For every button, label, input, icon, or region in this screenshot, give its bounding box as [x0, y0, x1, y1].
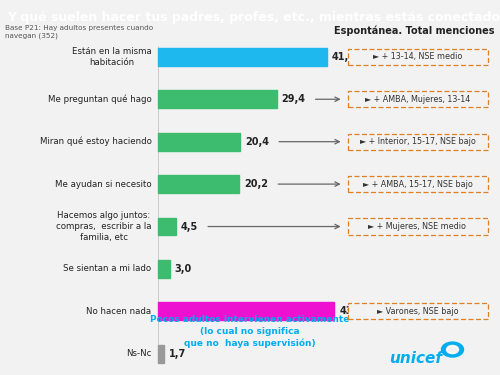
- Bar: [348, 49, 488, 65]
- Text: 4,5: 4,5: [181, 222, 198, 231]
- Bar: [158, 345, 164, 363]
- Text: 43,6: 43,6: [340, 306, 363, 316]
- Text: Pocos adultos intervienen activamente
(lo cual no significa
que no  haya supervi: Pocos adultos intervienen activamente (l…: [150, 315, 350, 348]
- Text: Están en la misma
habitación: Están en la misma habitación: [72, 47, 152, 67]
- Text: 1,7: 1,7: [170, 349, 186, 359]
- Bar: [348, 176, 488, 192]
- Bar: [348, 219, 488, 235]
- Text: Me preguntan qué hago: Me preguntan qué hago: [48, 94, 152, 104]
- Circle shape: [446, 345, 458, 354]
- Bar: [158, 260, 170, 278]
- Text: Hacemos algo juntos:
compras,  escribir a la
familia, etc: Hacemos algo juntos: compras, escribir a…: [56, 211, 152, 242]
- Bar: [348, 303, 488, 320]
- Text: ► + AMBA, Mujeres, 13-14: ► + AMBA, Mujeres, 13-14: [365, 95, 470, 104]
- Text: ► + Mujeres, NSE medio: ► + Mujeres, NSE medio: [368, 222, 466, 231]
- Text: Y qué suelen hacer tus padres, profes, etc., mientras estás conectado?: Y qué suelen hacer tus padres, profes, e…: [8, 11, 500, 24]
- Text: Se sientan a mi lado: Se sientan a mi lado: [64, 264, 152, 273]
- Text: No hacen nada: No hacen nada: [86, 307, 152, 316]
- Text: Espontánea. Total menciones: Espontánea. Total menciones: [334, 25, 495, 36]
- Bar: [158, 217, 176, 236]
- Text: Ns-Nc: Ns-Nc: [126, 349, 152, 358]
- Text: 20,4: 20,4: [245, 136, 269, 147]
- Bar: [348, 134, 488, 150]
- Text: ► Varones, NSE bajo: ► Varones, NSE bajo: [376, 307, 458, 316]
- Bar: [158, 48, 327, 66]
- Text: Me ayudan si necesito: Me ayudan si necesito: [55, 180, 152, 189]
- Text: Miran qué estoy haciendo: Miran qué estoy haciendo: [40, 137, 152, 146]
- Bar: [158, 303, 334, 320]
- Text: Base P21: Hay adultos presentes cuando
navegan (352): Base P21: Hay adultos presentes cuando n…: [5, 25, 153, 39]
- Text: 29,4: 29,4: [282, 94, 306, 104]
- Bar: [158, 133, 240, 151]
- Circle shape: [442, 342, 464, 357]
- Text: unicef: unicef: [390, 351, 442, 366]
- Bar: [158, 90, 276, 108]
- Text: ► + Interior, 15-17, NSE bajo: ► + Interior, 15-17, NSE bajo: [360, 137, 476, 146]
- Text: 41,8: 41,8: [332, 52, 356, 62]
- Text: 3,0: 3,0: [174, 264, 192, 274]
- Text: ► + AMBA, 15-17, NSE bajo: ► + AMBA, 15-17, NSE bajo: [362, 180, 472, 189]
- Text: ► + 13-14, NSE medio: ► + 13-14, NSE medio: [373, 53, 462, 62]
- Bar: [158, 175, 240, 193]
- Text: 20,2: 20,2: [244, 179, 268, 189]
- Bar: [348, 91, 488, 107]
